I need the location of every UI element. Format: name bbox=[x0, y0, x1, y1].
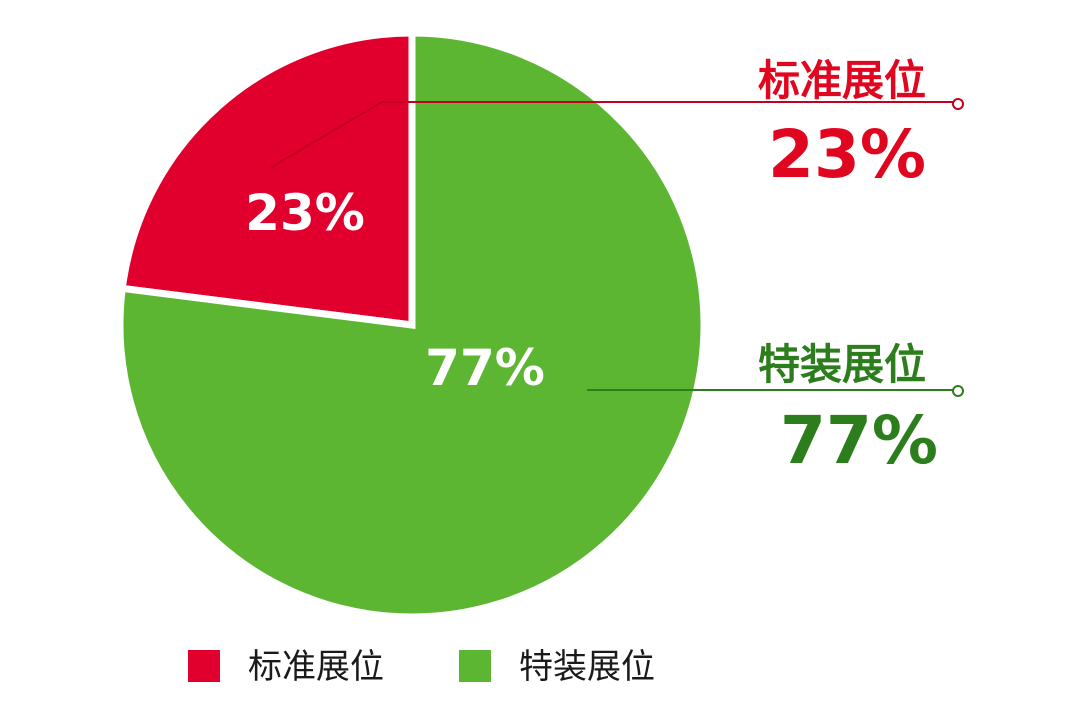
callout-name-special: 特装展位 bbox=[758, 340, 926, 389]
slice-label-standard: 23% bbox=[245, 184, 365, 242]
callout-value-standard: 23% bbox=[768, 116, 926, 193]
legend-swatch-standard bbox=[188, 650, 220, 682]
callout-name-standard: 标准展位 bbox=[758, 56, 926, 105]
legend-label-standard: 标准展位 bbox=[248, 647, 384, 687]
legend: 标准展位 特装展位 bbox=[188, 647, 655, 687]
slice-label-special: 77% bbox=[425, 339, 545, 397]
leader-end-special bbox=[952, 385, 964, 397]
pie-slice-standard bbox=[118, 29, 416, 329]
leader-lines bbox=[269, 98, 964, 397]
pie-slice-special bbox=[116, 29, 708, 621]
callout-value-special: 77% bbox=[780, 402, 938, 479]
leader-end-standard bbox=[952, 98, 964, 110]
legend-swatch-special bbox=[459, 650, 491, 682]
legend-label-special: 特装展位 bbox=[519, 647, 655, 687]
leader-line-standard bbox=[269, 101, 954, 169]
pie-slices bbox=[116, 29, 708, 621]
